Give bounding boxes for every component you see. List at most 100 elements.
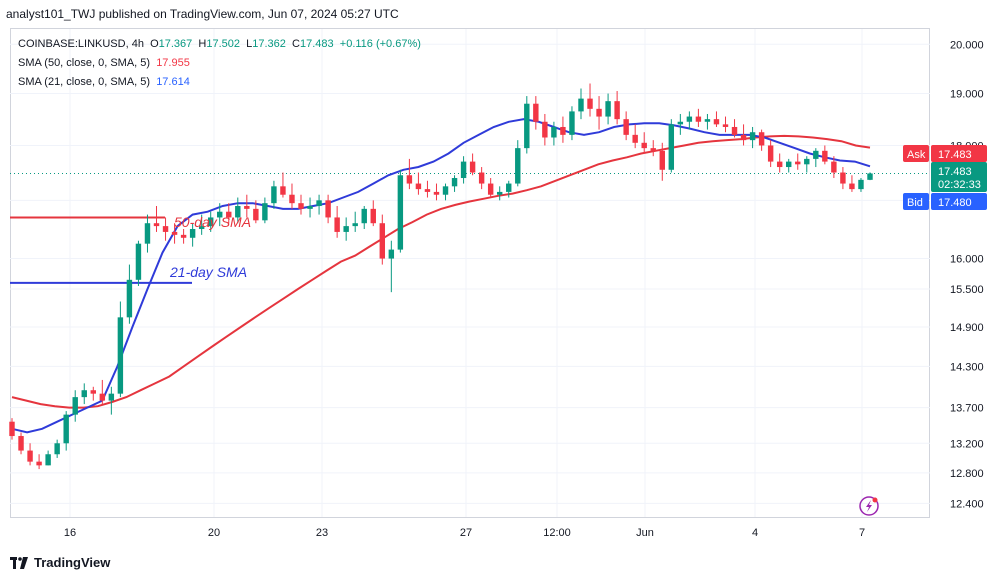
candle-body: [668, 124, 675, 170]
candle-body: [831, 161, 837, 173]
high-label: H: [198, 38, 207, 50]
candle-body: [424, 189, 431, 192]
candle-body: [99, 393, 106, 401]
sma50-annotation: 50-day SMA: [174, 214, 251, 230]
candle-body: [506, 183, 512, 192]
candle-body: [840, 172, 846, 184]
candle-body: [262, 203, 268, 221]
candle-body: [307, 206, 313, 209]
candle-body: [81, 390, 87, 398]
candle-body: [217, 211, 223, 218]
candle-body: [822, 150, 828, 162]
x-tick-label: 12:00: [543, 527, 571, 539]
candle-body: [235, 206, 241, 218]
bid-label: Bid: [907, 197, 923, 209]
candle-body: [108, 393, 115, 401]
y-tick-label: 20.000: [950, 39, 984, 51]
candle-body: [397, 175, 404, 250]
candle-body: [415, 183, 422, 190]
candle-body: [442, 186, 449, 195]
x-tick-label: Jun: [636, 527, 654, 539]
candle-body: [9, 421, 15, 437]
candle-body: [542, 121, 548, 138]
sma21-legend-row[interactable]: SMA (21, close, 0, SMA, 5) 17.614: [18, 73, 421, 92]
candle-body: [731, 126, 738, 135]
y-tick-label: 15.500: [950, 284, 984, 296]
y-tick-label: 12.800: [950, 468, 984, 480]
bid-value: 17.480: [938, 197, 972, 209]
ask-value: 17.483: [938, 149, 972, 161]
sma21-path: [11, 118, 871, 434]
candle-body: [361, 208, 367, 224]
candle-body: [144, 223, 151, 244]
candle-body: [207, 217, 214, 227]
publisher-line: analyst101_TWJ published on TradingView.…: [6, 7, 399, 21]
candles: [9, 83, 873, 470]
x-tick-label: 16: [64, 527, 76, 539]
candle-body: [325, 200, 331, 218]
footer-branding[interactable]: TradingView: [10, 555, 110, 570]
sma21-legend-value: 17.614: [156, 76, 190, 88]
x-tick-label: 23: [316, 527, 328, 539]
candle-body: [560, 126, 566, 135]
candle-body: [90, 390, 96, 394]
candle-body: [352, 223, 358, 227]
candle-body: [298, 203, 304, 209]
candle-body: [740, 134, 747, 141]
candle-body: [469, 161, 476, 173]
y-tick-label: 13.700: [950, 403, 984, 415]
y-tick-label: 14.900: [950, 322, 984, 334]
candle-body: [786, 161, 792, 168]
candle-body: [533, 103, 539, 122]
candle-body: [478, 172, 485, 184]
ohlc-row: COINBASE:LINKUSD, 4h O17.367 H17.502 L17…: [18, 35, 421, 54]
open-value: 17.367: [158, 38, 193, 50]
candle-body: [858, 179, 864, 190]
sma50-legend-row[interactable]: SMA (50, close, 0, SMA, 5) 17.955: [18, 54, 421, 73]
sma50-line: [10, 134, 871, 409]
sma21-legend-label: SMA (21, close, 0, SMA, 5): [18, 76, 151, 88]
candle-body: [605, 101, 611, 117]
candle-body: [677, 121, 684, 125]
candle-body: [54, 443, 60, 455]
candle-body: [406, 175, 413, 184]
candle-body: [641, 142, 647, 149]
candle-body: [813, 150, 819, 159]
x-tick-label: 27: [460, 527, 472, 539]
candle-body: [623, 119, 629, 135]
x-tick-label: 7: [859, 527, 865, 539]
candle-body: [524, 103, 530, 149]
last-price-tag: 17.483 02:32:33: [931, 162, 987, 192]
candle-body: [36, 461, 42, 466]
candle-body: [867, 173, 873, 180]
candle-body: [343, 226, 349, 232]
tradingview-logo-icon: [10, 556, 28, 569]
candle-body: [135, 243, 142, 280]
candle-body: [596, 108, 602, 117]
candle-body: [189, 229, 196, 238]
y-tick-label: 14.300: [950, 361, 984, 373]
x-tick-label: 4: [752, 527, 758, 539]
candle-body: [686, 116, 693, 122]
chart-frame[interactable]: [10, 28, 930, 518]
y-tick-label: 19.000: [950, 89, 984, 101]
candle-body: [117, 317, 124, 394]
high-value: 17.502: [206, 38, 241, 50]
candle-body: [713, 119, 720, 125]
candle-body: [614, 101, 620, 120]
symbol-label[interactable]: COINBASE:LINKUSD, 4h: [18, 38, 144, 50]
low-value: 17.362: [252, 38, 286, 50]
low-label: L: [246, 38, 253, 50]
candle-body: [632, 134, 638, 143]
candle-body: [758, 132, 765, 146]
close-value: 17.483: [300, 38, 334, 50]
close-label: C: [292, 38, 300, 50]
candle-body: [849, 183, 855, 190]
lightning-icon[interactable]: [859, 496, 879, 516]
countdown: 02:32:33: [938, 179, 981, 191]
footer-brand-text: TradingView: [34, 555, 111, 570]
ask-label: Ask: [907, 149, 926, 161]
chart-legend: COINBASE:LINKUSD, 4h O17.367 H17.502 L17…: [18, 35, 421, 92]
candle-body: [280, 186, 286, 195]
